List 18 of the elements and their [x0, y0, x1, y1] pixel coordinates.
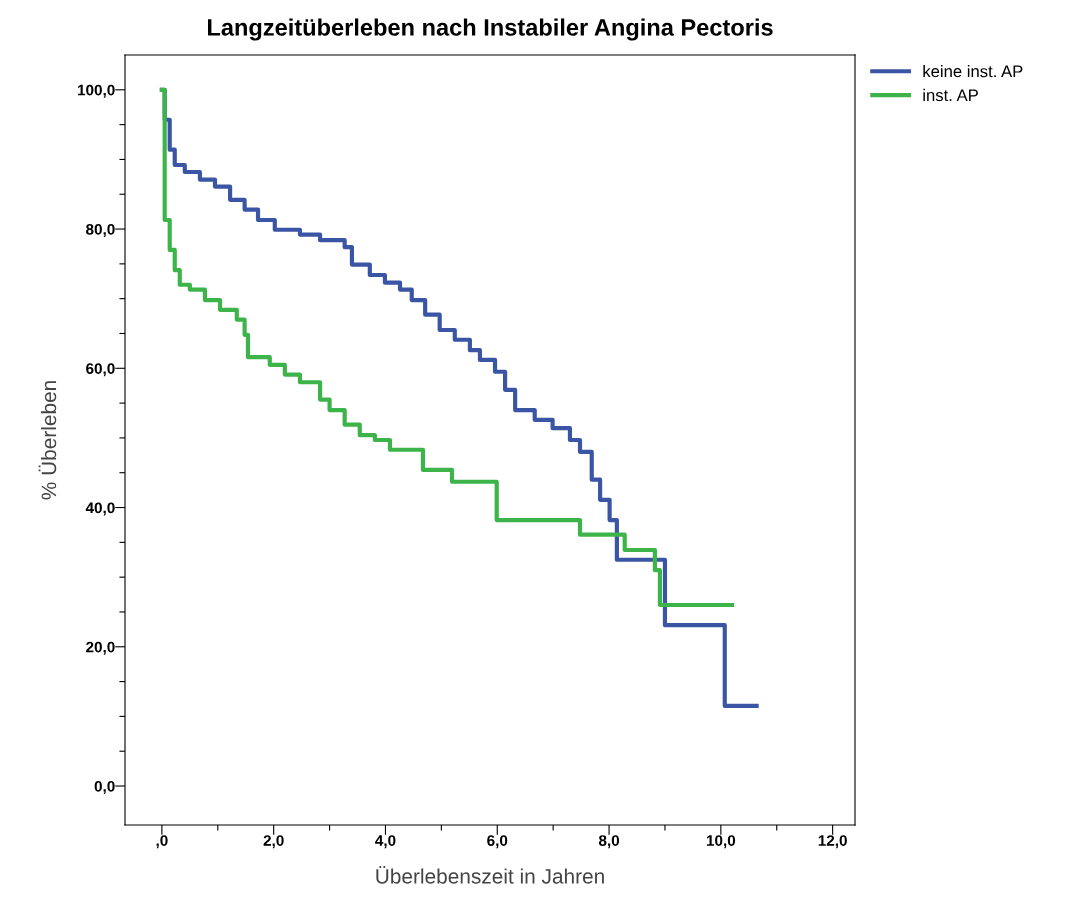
x-tick-label: 8,0 [598, 835, 620, 849]
x-tick-label: 6,0 [487, 835, 508, 849]
y-axis-title: % Überleben [38, 381, 57, 500]
legend-label: keine inst. AP [923, 65, 1023, 78]
x-tick-label: ,0 [156, 835, 168, 849]
y-tick-label: 0,0 [94, 780, 115, 794]
y-tick-label: 40,0 [85, 502, 115, 516]
x-tick-label: 2,0 [263, 835, 284, 849]
x-tick-label: 10,0 [706, 835, 736, 849]
y-tick-label: 100,0 [78, 84, 115, 98]
x-axis-title: Überlebenszeit in Jahren [376, 866, 604, 884]
y-tick-label: 20,0 [86, 641, 115, 655]
y-tick-label: 80,0 [86, 223, 115, 237]
chart-title: Langzeitüberleben nach Instabiler Angina Pectoris [207, 18, 773, 41]
x-tick-label: 12,0 [818, 835, 847, 849]
legend-label: inst. AP [923, 88, 978, 102]
x-tick-label: 4,0 [375, 835, 396, 849]
y-tick-label: 60,0 [86, 363, 115, 377]
